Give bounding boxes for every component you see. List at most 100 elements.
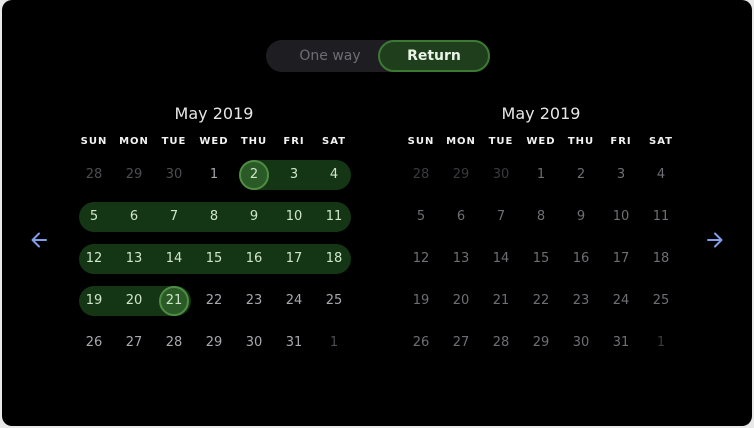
weekday-label: SUN: [407, 136, 435, 147]
selected-range-band: [79, 202, 351, 232]
return-option[interactable]: Return: [378, 40, 490, 72]
calendar-day[interactable]: 17: [285, 251, 303, 266]
calendar-day[interactable]: 8: [536, 209, 546, 224]
calendar-day[interactable]: 9: [576, 209, 586, 224]
calendar-day[interactable]: 19: [85, 293, 103, 308]
calendar-day[interactable]: 29: [125, 167, 143, 182]
calendar-day[interactable]: 29: [452, 167, 470, 182]
calendar-day[interactable]: 6: [129, 209, 139, 224]
calendar-day[interactable]: 15: [205, 251, 223, 266]
weekday-label: FRI: [610, 136, 632, 147]
calendar-day[interactable]: 1: [209, 167, 219, 182]
calendar-day[interactable]: 7: [169, 209, 179, 224]
calendar-day[interactable]: 13: [452, 251, 470, 266]
weekday-label: FRI: [283, 136, 305, 147]
weekday-label: WED: [526, 136, 556, 147]
arrow-right-icon[interactable]: [705, 230, 725, 250]
calendar-day-selected-start[interactable]: 2: [234, 154, 274, 196]
calendar-day[interactable]: 28: [85, 167, 103, 182]
month-calendar-left: May 2019 SUN MON TUE WED THU FRI SAT 28 …: [74, 100, 354, 364]
calendar-day[interactable]: 8: [209, 209, 219, 224]
calendar-day[interactable]: 6: [456, 209, 466, 224]
calendar-day[interactable]: 17: [612, 251, 630, 266]
calendar-day[interactable]: 7: [496, 209, 506, 224]
calendar-day[interactable]: 22: [532, 293, 550, 308]
calendar-day[interactable]: 30: [245, 335, 263, 350]
calendar-day[interactable]: 12: [412, 251, 430, 266]
calendar-day[interactable]: 15: [532, 251, 550, 266]
calendar-day[interactable]: 25: [325, 293, 343, 308]
calendar-day[interactable]: 20: [125, 293, 143, 308]
calendar-day[interactable]: 29: [205, 335, 223, 350]
arrow-left-icon[interactable]: [29, 230, 49, 250]
weekday-header: SUN MON TUE WED THU FRI SAT: [401, 136, 681, 154]
calendar-day[interactable]: 24: [285, 293, 303, 308]
month-title: May 2019: [174, 104, 254, 123]
month-title: May 2019: [501, 104, 581, 123]
calendar-day[interactable]: 19: [412, 293, 430, 308]
calendar-day[interactable]: 21: [492, 293, 510, 308]
calendar-day[interactable]: 1: [329, 335, 339, 350]
calendar-day[interactable]: 3: [289, 167, 299, 182]
calendar-day[interactable]: 11: [652, 209, 670, 224]
calendar-day[interactable]: 27: [452, 335, 470, 350]
calendar-day[interactable]: 28: [165, 335, 183, 350]
calendar-day[interactable]: 1: [656, 335, 666, 350]
calendar-day[interactable]: 18: [325, 251, 343, 266]
one-way-option[interactable]: One way: [299, 48, 361, 64]
calendar-week: 19 20 21 22 23 24 25: [74, 280, 354, 322]
calendar-day[interactable]: 25: [652, 293, 670, 308]
calendar-grid: 28 29 30 1 2 3 4 5 6 7 8 9 10 11: [74, 154, 354, 364]
calendar-day[interactable]: 9: [249, 209, 259, 224]
calendar-day[interactable]: 4: [329, 167, 339, 182]
calendar-week: 12 13 14 15 16 17 18: [74, 238, 354, 280]
calendar-day[interactable]: 23: [245, 293, 263, 308]
calendar-day[interactable]: 16: [245, 251, 263, 266]
calendar-day[interactable]: 28: [492, 335, 510, 350]
calendar-day[interactable]: 2: [576, 167, 586, 182]
weekday-label: MON: [446, 136, 476, 147]
calendar-day[interactable]: 31: [612, 335, 630, 350]
calendar-day[interactable]: 18: [652, 251, 670, 266]
calendar-day[interactable]: 5: [416, 209, 426, 224]
calendar-day[interactable]: 3: [616, 167, 626, 182]
selected-range-band: [79, 244, 351, 274]
calendar-day[interactable]: 28: [412, 167, 430, 182]
calendar-day[interactable]: 14: [492, 251, 510, 266]
calendar-day[interactable]: 10: [612, 209, 630, 224]
calendar-day[interactable]: 30: [492, 167, 510, 182]
calendar-day[interactable]: 23: [572, 293, 590, 308]
weekday-header: SUN MON TUE WED THU FRI SAT: [74, 136, 354, 154]
weekday-label: SAT: [322, 136, 346, 147]
calendar-day[interactable]: 31: [285, 335, 303, 350]
calendar-week: 5 6 7 8 9 10 11: [401, 196, 681, 238]
calendar-day[interactable]: 30: [165, 167, 183, 182]
calendar-day[interactable]: 12: [85, 251, 103, 266]
calendar-grid: 28 29 30 1 2 3 4 5 6 7 8 9 10 11 12 13 1…: [401, 154, 681, 364]
calendar-day[interactable]: 13: [125, 251, 143, 266]
calendar-day[interactable]: 27: [125, 335, 143, 350]
calendar-week: 28 29 30 1 2 3 4: [401, 154, 681, 196]
month-calendar-right: May 2019 SUN MON TUE WED THU FRI SAT 28 …: [401, 100, 681, 364]
calendar-day-selected-end[interactable]: 21: [154, 280, 194, 322]
calendar-day[interactable]: 20: [452, 293, 470, 308]
calendar-week: 28 29 30 1 2 3 4: [74, 154, 354, 196]
calendar-day[interactable]: 30: [572, 335, 590, 350]
weekday-label: TUE: [488, 136, 514, 147]
calendar-week: 26 27 28 29 30 31 1: [74, 322, 354, 364]
calendar-day[interactable]: 26: [412, 335, 430, 350]
calendar-day[interactable]: 11: [325, 209, 343, 224]
calendar-day[interactable]: 5: [89, 209, 99, 224]
calendar-day[interactable]: 10: [285, 209, 303, 224]
calendar-day[interactable]: 22: [205, 293, 223, 308]
calendar-day[interactable]: 26: [85, 335, 103, 350]
calendar-day[interactable]: 24: [612, 293, 630, 308]
calendar-day[interactable]: 14: [165, 251, 183, 266]
weekday-label: SUN: [80, 136, 108, 147]
calendar-day[interactable]: 4: [656, 167, 666, 182]
calendar-day[interactable]: 16: [572, 251, 590, 266]
calendar-day[interactable]: 29: [532, 335, 550, 350]
calendar-day[interactable]: 1: [536, 167, 546, 182]
trip-type-toggle: One way Return: [266, 40, 490, 72]
weekday-label: THU: [567, 136, 595, 147]
